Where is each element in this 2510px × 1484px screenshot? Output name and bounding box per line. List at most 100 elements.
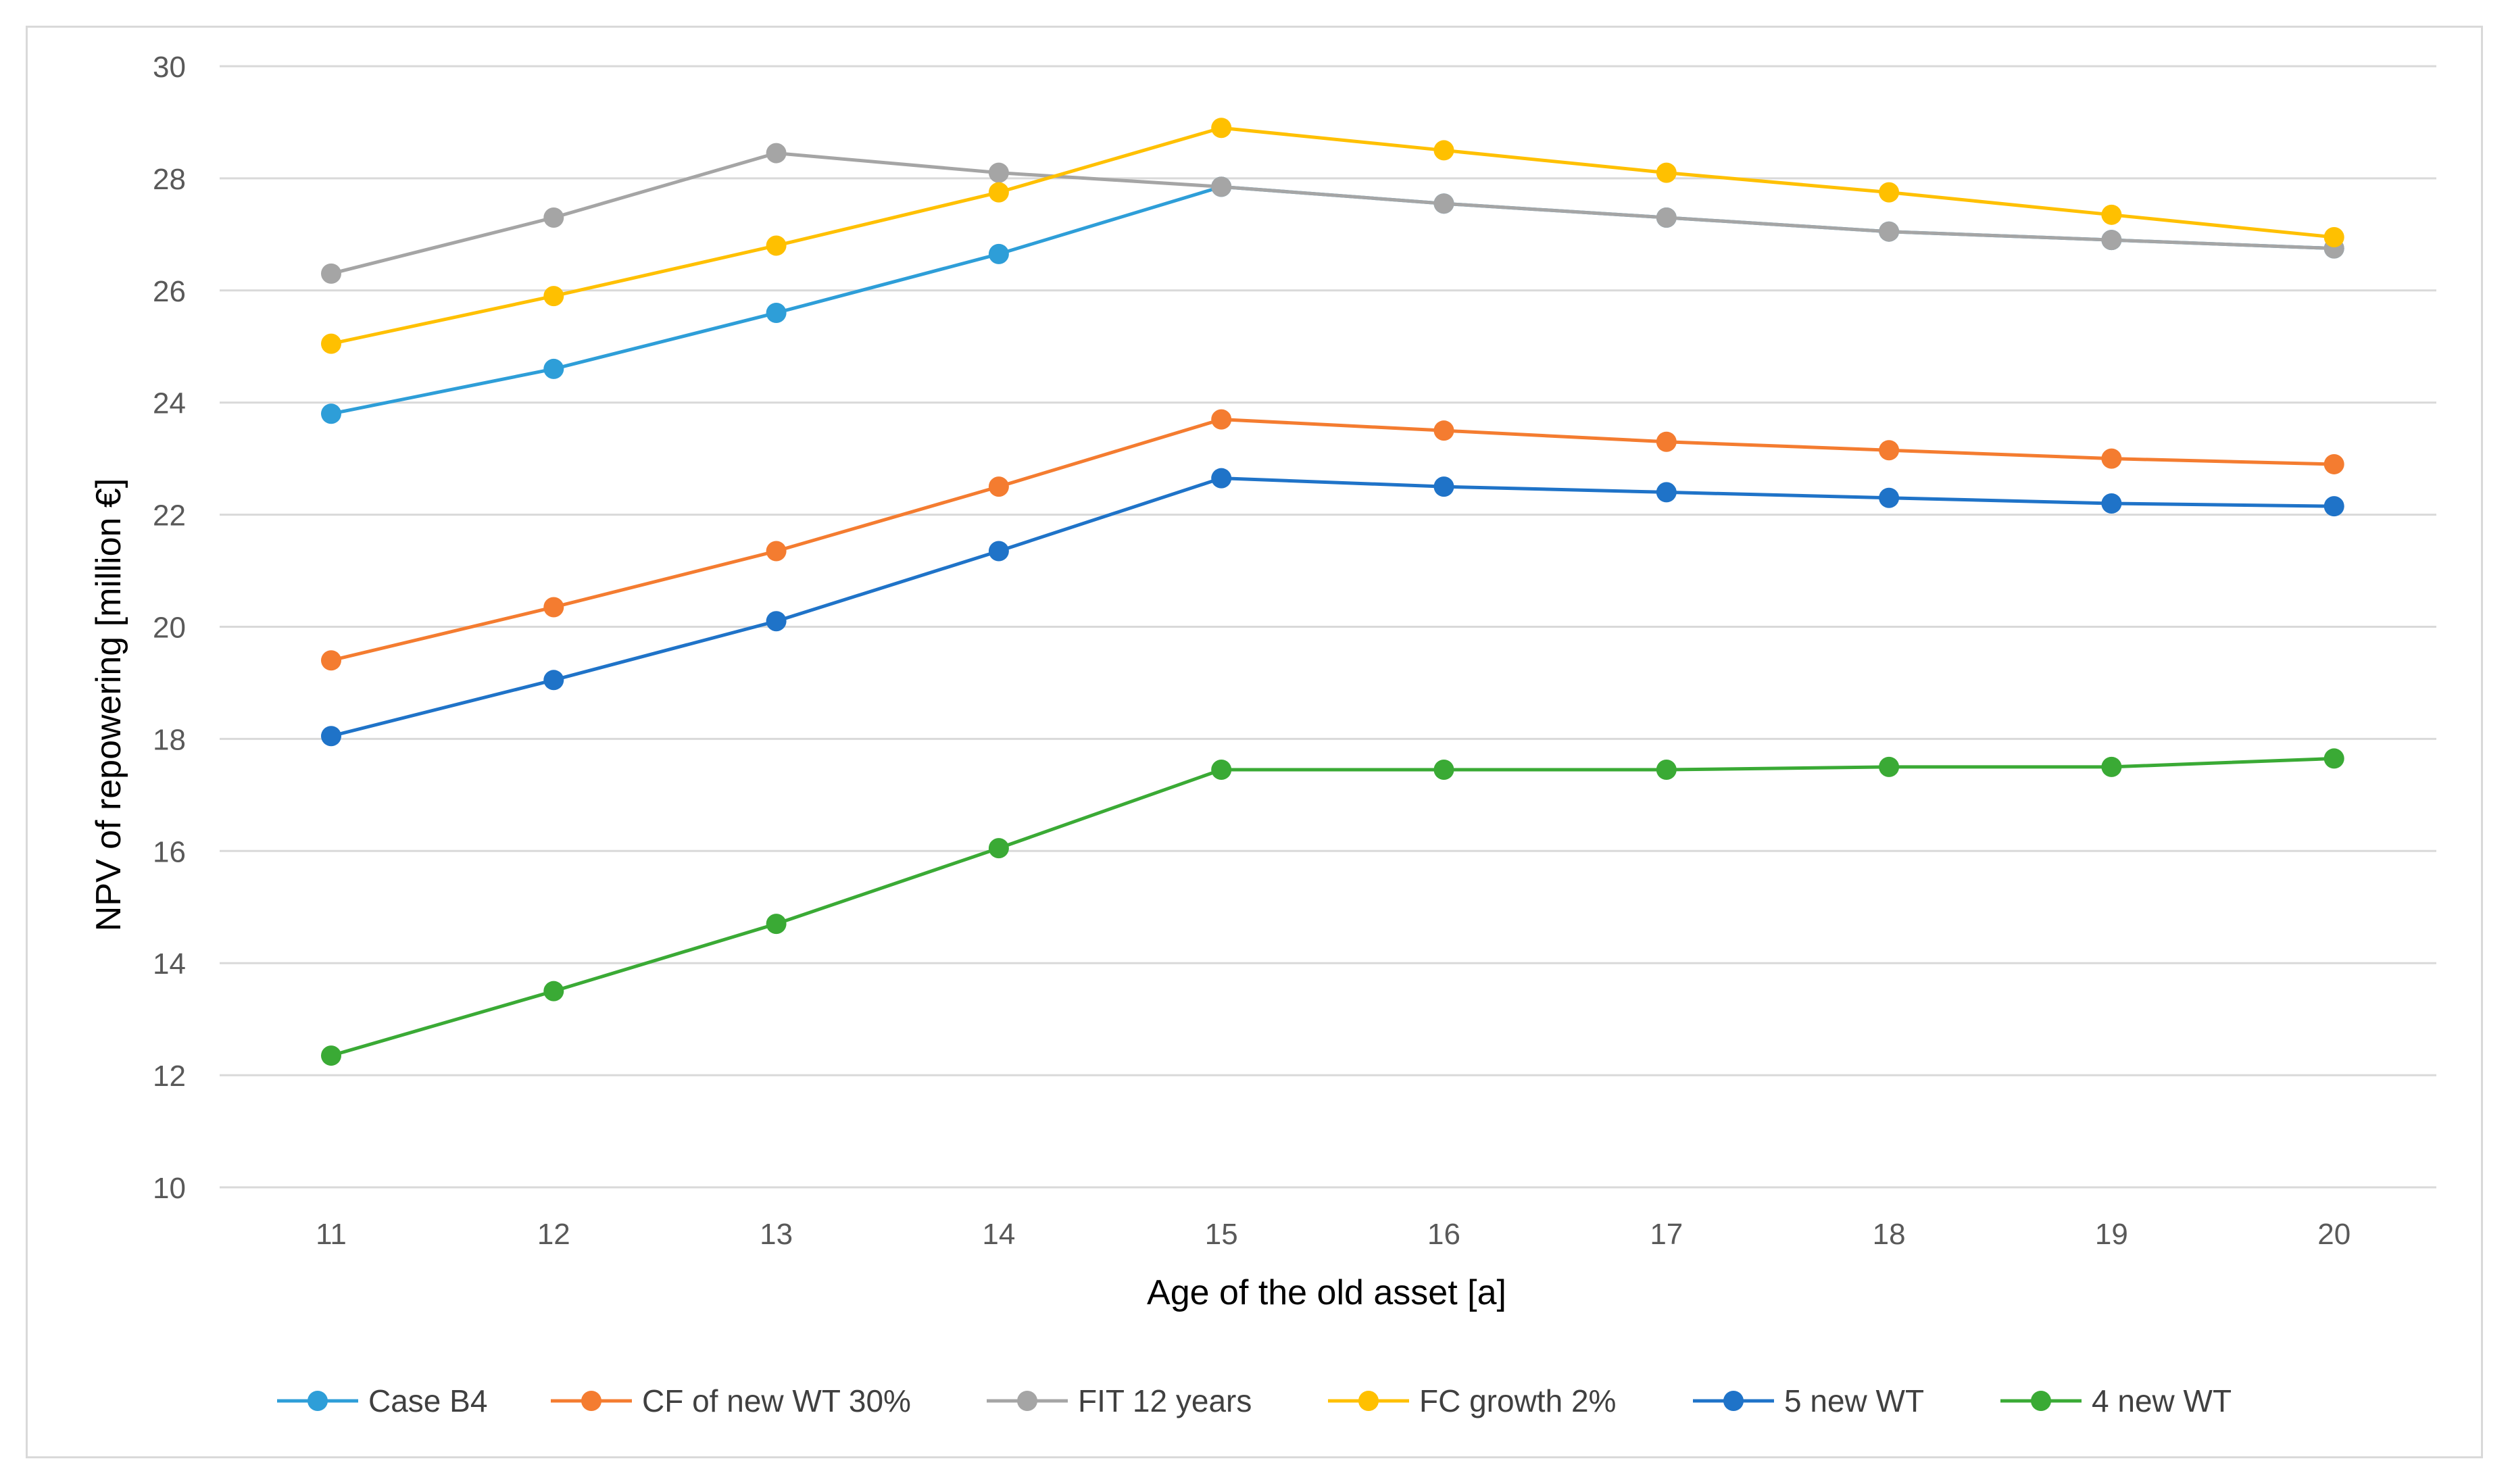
series-line: [330, 126, 2334, 346]
data-point: [766, 235, 787, 256]
y-tick-label: 10: [153, 1172, 186, 1205]
data-point: [1879, 182, 1900, 203]
series-line: [330, 151, 2334, 276]
data-point: [2323, 496, 2344, 517]
y-tick-label: 30: [153, 51, 186, 84]
data-point: [1211, 176, 1232, 197]
data-point: [2101, 448, 2122, 469]
data-point: [321, 263, 341, 284]
x-tick-label: 12: [537, 1218, 570, 1251]
data-point: [1656, 162, 1677, 183]
series-5-new-wt: [321, 468, 2344, 747]
data-point: [543, 286, 564, 307]
legend-label: FIT 12 years: [1078, 1383, 1252, 1418]
legend-marker: [1017, 1391, 1037, 1411]
x-tick-label: 11: [316, 1218, 347, 1251]
data-point: [1433, 140, 1454, 161]
legend-marker: [581, 1391, 601, 1411]
data-point: [1656, 760, 1677, 781]
data-point: [2101, 230, 2122, 251]
data-point: [1433, 760, 1454, 781]
y-axis-ticks: 10 12 14 16 18 20 22 24 26 28 30: [153, 51, 186, 1205]
legend[interactable]: Case B4 CF of new WT 30% FIT 12 years FC gr…: [277, 1383, 2232, 1418]
data-point: [1433, 420, 1454, 441]
data-point: [988, 162, 1009, 183]
data-point: [2323, 748, 2344, 769]
data-point: [321, 333, 341, 354]
x-tick-label: 13: [760, 1218, 793, 1251]
legend-label: 4 new WT: [2092, 1383, 2232, 1418]
legend-item[interactable]: CF of new WT 30%: [551, 1383, 911, 1418]
data-point: [766, 914, 787, 935]
series-fit-12-years: [321, 143, 2344, 284]
y-tick-label: 28: [153, 163, 186, 196]
data-point: [766, 611, 787, 632]
legend-item[interactable]: 4 new WT: [2000, 1383, 2232, 1418]
y-tick-label: 22: [153, 499, 186, 533]
y-tick-label: 14: [153, 947, 186, 981]
data-point: [766, 541, 787, 562]
data-point: [2101, 756, 2122, 777]
data-point: [1656, 431, 1677, 452]
data-point: [1211, 409, 1232, 430]
gridlines: [220, 65, 2436, 1189]
series-line: [330, 418, 2334, 662]
data-point: [321, 650, 341, 671]
legend-marker: [2031, 1391, 2051, 1411]
y-tick-label: 20: [153, 612, 186, 645]
legend-marker: [1723, 1391, 1744, 1411]
data-point: [1433, 193, 1454, 214]
series-fc-growth-2: [321, 118, 2344, 354]
series-case-b4: [321, 176, 2344, 424]
data-point: [2101, 493, 2122, 514]
x-tick-label: 19: [2095, 1218, 2128, 1251]
x-tick-label: 17: [1650, 1218, 1683, 1251]
y-tick-label: 16: [153, 835, 186, 868]
chart-frame: [26, 26, 2483, 1458]
series-line: [330, 756, 2334, 1058]
data-point: [1211, 760, 1232, 781]
x-tick-label: 20: [2317, 1218, 2351, 1251]
data-point: [1656, 482, 1677, 503]
data-point: [988, 838, 1009, 859]
series-4-new-wt: [321, 748, 2344, 1066]
data-point: [1211, 118, 1232, 139]
legend-item[interactable]: 5 new WT: [1693, 1383, 1924, 1418]
data-point: [2323, 226, 2344, 247]
legend-label: CF of new WT 30%: [642, 1383, 911, 1418]
data-point: [1879, 756, 1900, 777]
data-point: [321, 403, 341, 424]
legend-label: FC growth 2%: [1419, 1383, 1616, 1418]
y-tick-label: 18: [153, 723, 186, 756]
data-point: [543, 207, 564, 228]
y-tick-label: 24: [153, 387, 186, 420]
data-point: [1879, 487, 1900, 508]
data-point: [1879, 440, 1900, 461]
data-point: [543, 358, 564, 379]
data-point: [2101, 204, 2122, 225]
data-point: [988, 476, 1009, 497]
series-cf-of-new-wt-30: [321, 409, 2344, 671]
data-point: [988, 182, 1009, 203]
data-point: [543, 981, 564, 1001]
x-tick-label: 14: [982, 1218, 1015, 1251]
data-point: [321, 1045, 341, 1066]
legend-item[interactable]: FIT 12 years: [987, 1383, 1252, 1418]
data-point: [1656, 207, 1677, 228]
x-tick-label: 16: [1427, 1218, 1460, 1251]
series-line: [330, 476, 2334, 738]
data-point: [1879, 221, 1900, 242]
data-point: [1433, 476, 1454, 497]
y-tick-label: 12: [153, 1060, 186, 1093]
legend-marker: [1358, 1391, 1379, 1411]
legend-item[interactable]: Case B4: [277, 1383, 487, 1418]
legend-item[interactable]: FC growth 2%: [1328, 1383, 1616, 1418]
y-tick-label: 26: [153, 275, 186, 308]
data-point: [1211, 468, 1232, 489]
x-axis-ticks: 11 12 13 14 15 16 17 18 19 20: [316, 1218, 2351, 1251]
data-point: [988, 541, 1009, 562]
data-point: [988, 243, 1009, 264]
y-axis-title: NPV of repowering [million €]: [89, 478, 128, 932]
x-tick-label: 18: [1873, 1218, 1906, 1251]
